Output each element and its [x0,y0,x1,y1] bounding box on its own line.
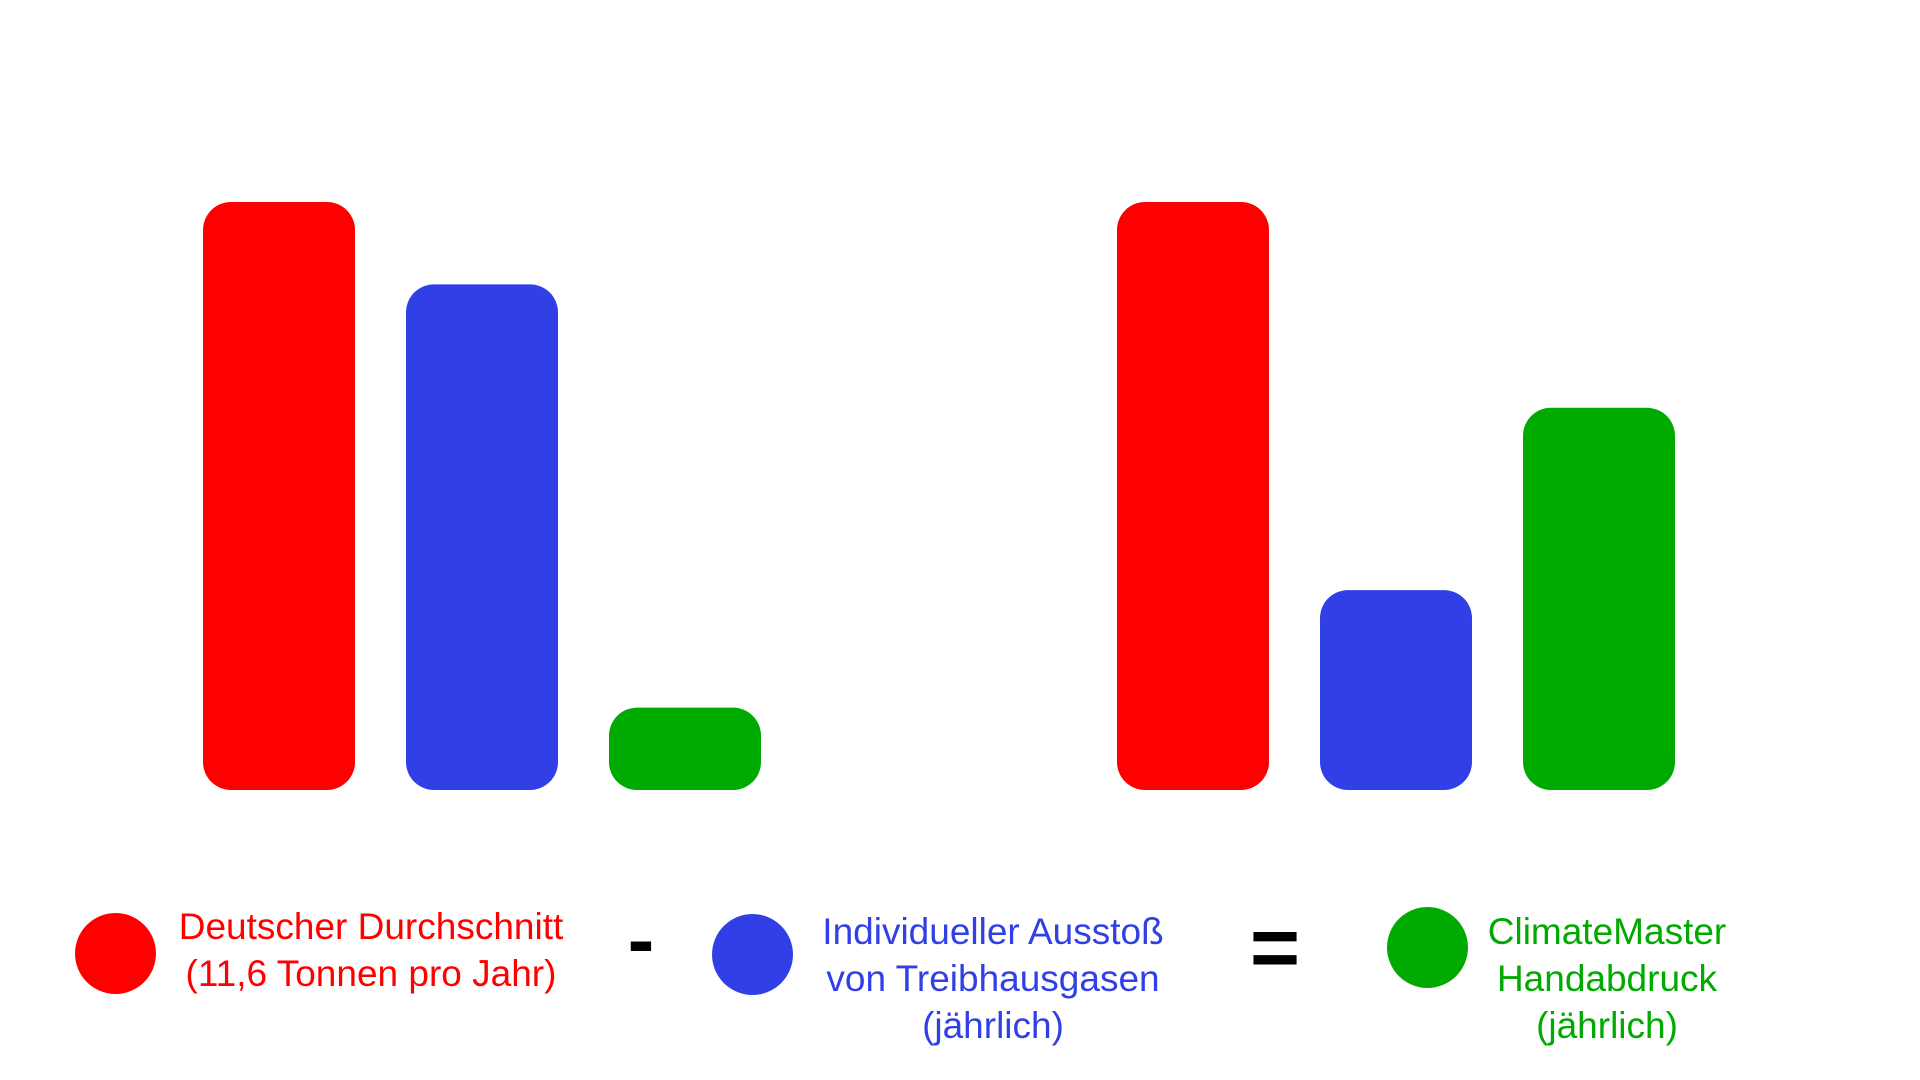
bar-group-1 [203,202,761,790]
legend-dot-individual-emissions [712,914,793,995]
bar-german-average [203,202,355,790]
legend-label-line: ClimateMaster [1487,911,1727,952]
legend-label-line: Individueller Ausstoß [822,911,1164,952]
bar-climatemaster [1523,407,1675,790]
legend-label-line: (11,6 Tonnen pro Jahr) [185,953,557,994]
equals-operator: = [1249,900,1301,996]
legend-label-line: Handabdruck [1496,958,1718,999]
legend-label-line: von Treibhausgasen [826,958,1160,999]
bar-group-2 [1117,202,1675,790]
legend-dot-german-average [75,913,156,994]
legend-dot-climatemaster [1387,907,1468,988]
bar-climatemaster [609,707,761,790]
bar-individual-emissions [406,284,558,790]
legend-label-german-average: Deutscher Durchschnitt (11,6 Tonnen pro … [111,903,631,997]
minus-operator: - [627,895,655,984]
legend-label-line: (jährlich) [1536,1005,1678,1046]
legend-label-climatemaster: ClimateMaster Handabdruck (jährlich) [1347,908,1867,1049]
legend-label-individual-emissions: Individueller Ausstoß von Treibhausgasen… [733,908,1253,1049]
legend-label-line: Deutscher Durchschnitt [178,906,564,947]
legend-label-line: (jährlich) [922,1005,1064,1046]
bar-german-average [1117,202,1269,790]
bar-individual-emissions [1320,590,1472,790]
